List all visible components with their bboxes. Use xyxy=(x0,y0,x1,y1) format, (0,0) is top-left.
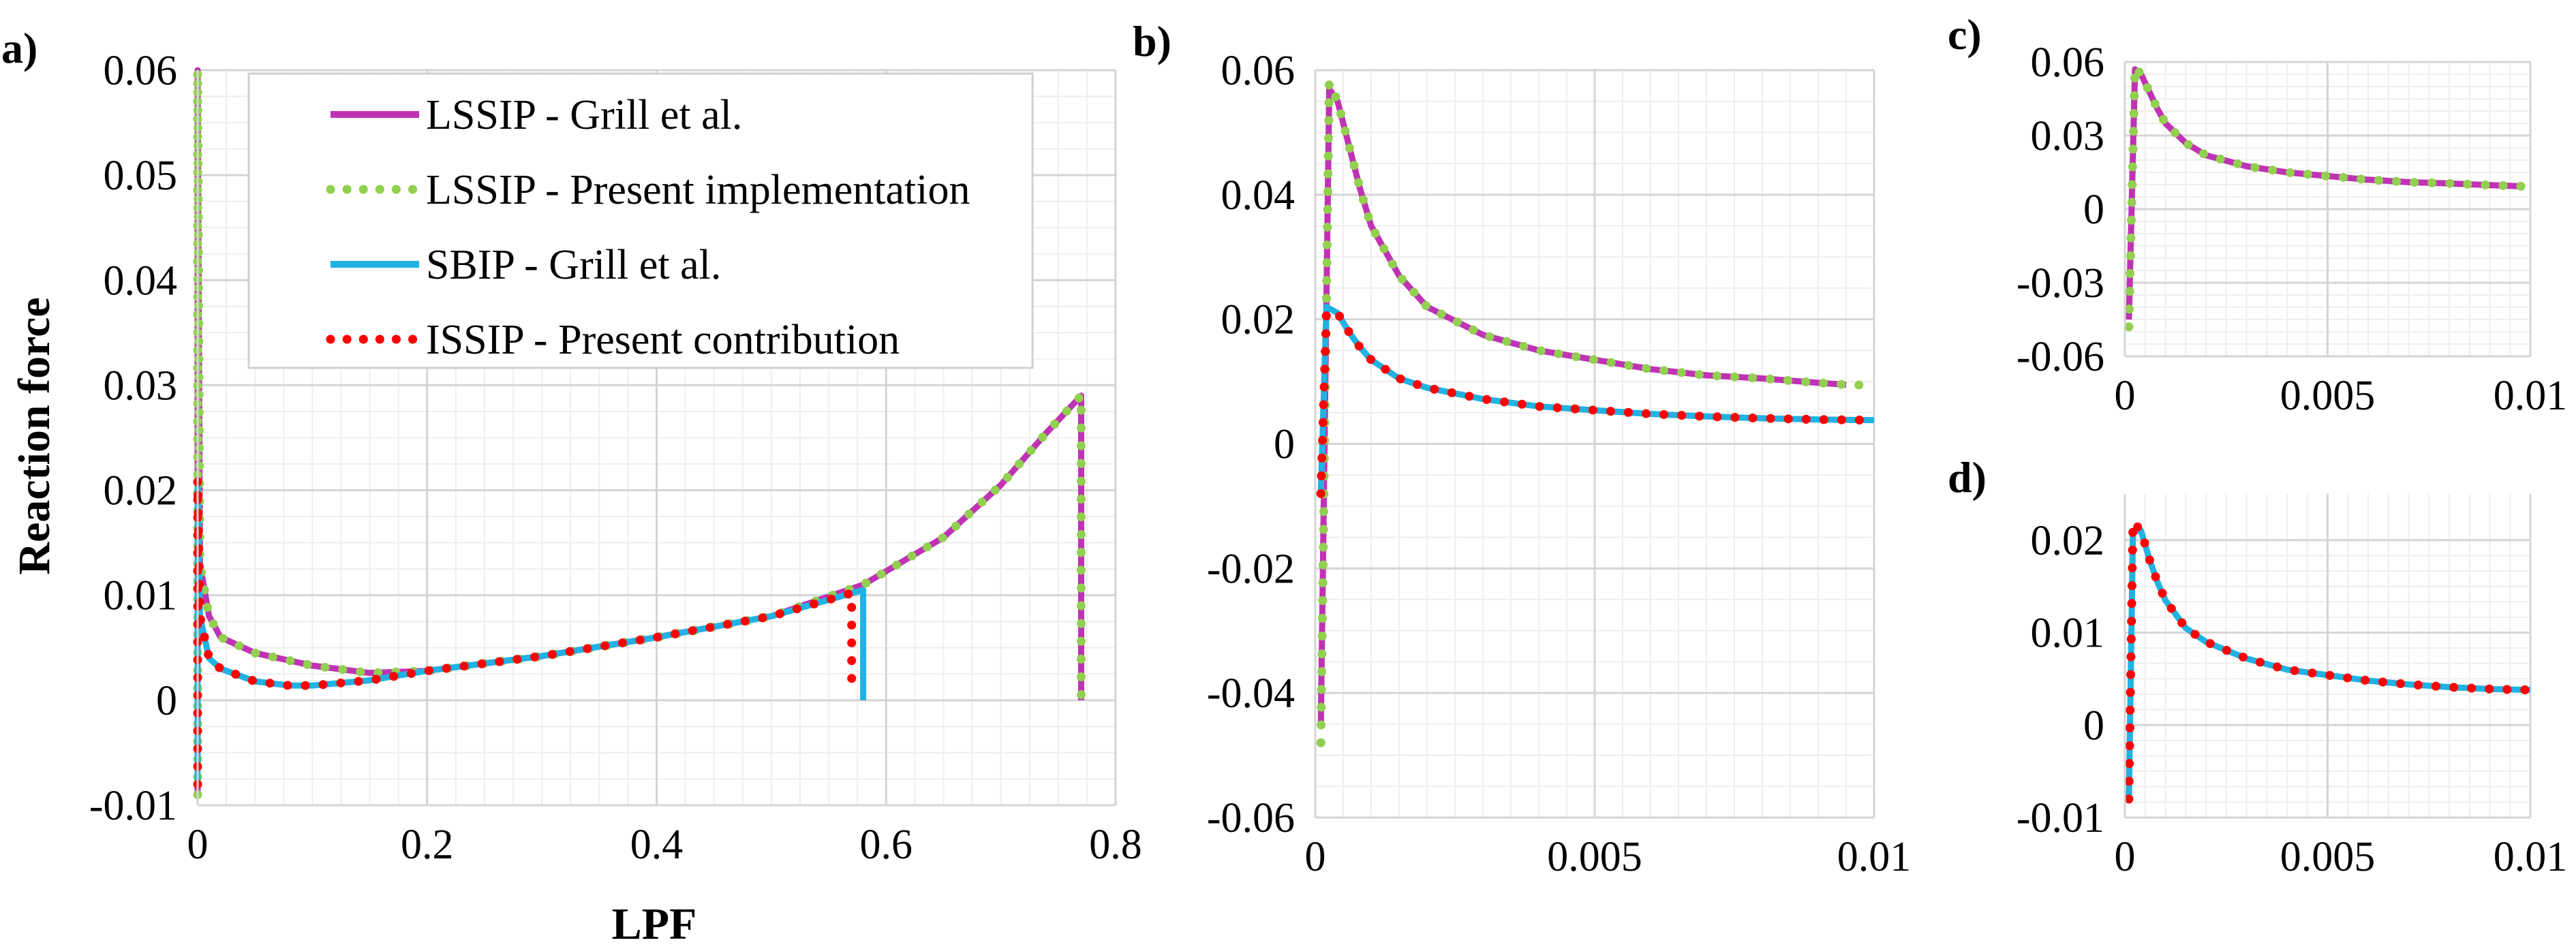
series-line-lssip-present-implementation xyxy=(1316,78,1879,747)
y-axis-label: Reaction force xyxy=(10,297,59,574)
y-tick-label: 0.05 xyxy=(104,153,178,199)
grid xyxy=(1314,69,1875,819)
x-tick-label: 0.005 xyxy=(2280,373,2376,419)
y-tick-label: -0.04 xyxy=(1207,670,1295,717)
x-tick-label: 0.01 xyxy=(1837,834,1912,880)
legend-box xyxy=(247,72,1034,369)
panel-b: b) 0 0.005 0.01 -0.06 -0.04 -0.02 0 0.02 0.04 0.0… xyxy=(1133,17,1911,880)
y-tick-label: 0.06 xyxy=(1221,48,1295,94)
grid xyxy=(2123,494,2532,819)
series-line-issip-present-contribution xyxy=(193,475,857,789)
x-tick-label: 0.4 xyxy=(630,822,684,868)
y-tick-label: -0.01 xyxy=(89,783,177,829)
y-tick-label: -0.01 xyxy=(2017,795,2104,841)
y-tick-label: 0 xyxy=(156,678,177,724)
x-tick-label: 0.2 xyxy=(401,822,454,868)
legend-label-lssip-present: LSSIP - Present implementation xyxy=(426,167,970,213)
series-line-issip-present-contribution xyxy=(2124,517,2535,804)
y-tick-label: 0.06 xyxy=(104,48,178,94)
legend: LSSIP - Grill et al. LSSIP - Present imp… xyxy=(247,72,1034,369)
legend-label-sbip-grill: SBIP - Grill et al. xyxy=(426,242,721,288)
panel-label-a: a) xyxy=(1,24,37,72)
x-tick-label: 0.005 xyxy=(1547,834,1642,880)
y-tick-label: 0.02 xyxy=(104,468,178,514)
legend-entry-lssip-grill: LSSIP - Grill et al. xyxy=(331,92,742,138)
y-tick-label: 0.03 xyxy=(2031,113,2105,159)
y-tick-label: -0.03 xyxy=(2017,260,2104,307)
y-tick-label: 0.04 xyxy=(1221,172,1295,219)
x-tick-label: 0.01 xyxy=(2494,834,2568,880)
y-tick-label: 0.03 xyxy=(104,362,178,409)
legend-entry-issip-present: ISSIP - Present contribution xyxy=(326,317,900,363)
y-tick-label: -0.06 xyxy=(1207,795,1295,841)
series-line-issip-present-contribution xyxy=(1316,309,1879,499)
y-tick-label: 0.02 xyxy=(1221,297,1295,343)
series-line-sbip-grill-et-al xyxy=(194,476,867,785)
legend-label-lssip-grill: LSSIP - Grill et al. xyxy=(426,92,742,138)
y-tick-label: 0 xyxy=(1274,422,1295,468)
series-line-sbip-grill-et-al xyxy=(1317,303,1875,494)
y-tick-label: 0 xyxy=(2083,187,2104,233)
y-tick-label: 0.04 xyxy=(104,258,178,304)
panel-c: c) 0 0.005 0.01 -0.06 -0.03 0 0.03 0.06 xyxy=(1948,10,2567,419)
panel-label-d: d) xyxy=(1948,453,1987,501)
x-tick-label: 0.8 xyxy=(1089,822,1142,868)
y-tick-label: 0 xyxy=(2083,702,2104,749)
series-line-lssip-present-implementation xyxy=(2124,62,2527,332)
y-tick-label: -0.06 xyxy=(2017,334,2104,380)
legend-entry-sbip-grill: SBIP - Grill et al. xyxy=(331,242,721,288)
x-tick-label: 0 xyxy=(1305,834,1326,880)
y-tick-label: -0.02 xyxy=(1207,546,1295,592)
grid xyxy=(2123,61,2532,358)
x-tick-label: 0 xyxy=(187,822,209,868)
x-tick-label: 0 xyxy=(2115,373,2136,419)
legend-entry-lssip-present: LSSIP - Present implementation xyxy=(326,167,970,213)
y-tick-label: 0.01 xyxy=(2031,610,2105,657)
legend-label-issip-present: ISSIP - Present contribution xyxy=(426,317,900,363)
x-tick-label: 0.01 xyxy=(2494,373,2568,419)
x-tick-label: 0.005 xyxy=(2280,834,2376,880)
y-tick-label: 0.01 xyxy=(104,573,178,619)
y-tick-label: 0.06 xyxy=(2031,40,2105,86)
series-group xyxy=(2124,62,2527,332)
x-axis-label: LPF xyxy=(612,899,697,949)
x-tick-label: 0 xyxy=(2115,834,2136,880)
series-group xyxy=(1316,78,1879,747)
y-tick-label: 0.02 xyxy=(2031,518,2105,564)
x-tick-label: 0.6 xyxy=(860,822,913,868)
series-group xyxy=(2124,517,2535,804)
panel-label-b: b) xyxy=(1133,17,1171,65)
panel-label-c: c) xyxy=(1948,10,1982,59)
series-group xyxy=(193,65,1086,800)
